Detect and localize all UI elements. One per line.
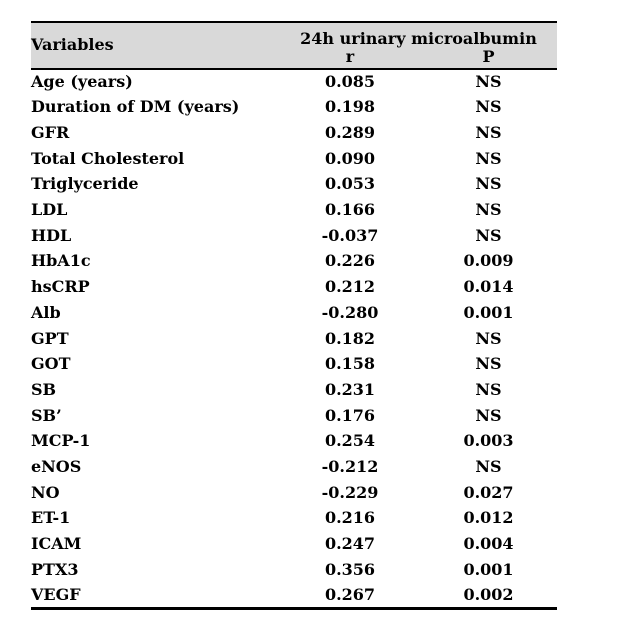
p-value-cell: NS [475, 405, 502, 425]
variable-cell: eNOS [31, 456, 82, 476]
p-value-cell: NS [475, 148, 502, 168]
r-value-cell: 0.090 [324, 148, 376, 168]
r-value-cell: 0.231 [324, 379, 376, 399]
r-value-cell: 0.053 [324, 174, 376, 194]
table-row: MCP-1 0.254 0.003 [31, 429, 557, 455]
table-row: HbA1c 0.226 0.009 [31, 249, 557, 275]
table-row: Duration of DM (years) 0.198 NS [31, 95, 557, 121]
r-value-cell: 0.166 [324, 200, 376, 220]
variable-cell: GPT [31, 328, 69, 348]
header-row-sub: r P [31, 47, 557, 69]
r-value-cell: 0.176 [324, 405, 376, 425]
col-header-group: 24h urinary microalbumin [280, 22, 557, 48]
table-row: VEGF 0.267 0.002 [31, 583, 557, 609]
r-value-cell: 0.182 [324, 328, 376, 348]
p-value-cell: 0.027 [463, 482, 514, 502]
r-value-cell: 0.216 [324, 508, 376, 528]
r-value-cell: -0.037 [321, 225, 379, 245]
table-row: GOT 0.158 NS [31, 352, 557, 378]
p-value-cell: 0.009 [463, 251, 514, 271]
variable-cell: HbA1c [31, 251, 91, 271]
p-value-cell: NS [475, 354, 502, 374]
p-value-cell: 0.001 [463, 302, 514, 322]
p-value-cell: 0.012 [463, 508, 514, 528]
r-value-cell: 0.289 [324, 123, 376, 143]
variable-cell: SB’ [31, 405, 62, 425]
r-value-cell: -0.229 [321, 482, 379, 502]
table-row: hsCRP 0.212 0.014 [31, 275, 557, 301]
table-row: ET-1 0.216 0.012 [31, 506, 557, 532]
p-value-cell: 0.014 [463, 277, 514, 297]
variable-cell: Age (years) [31, 72, 133, 92]
variable-cell: LDL [31, 200, 68, 220]
table-row: Total Cholesterol 0.090 NS [31, 146, 557, 172]
r-value-cell: 0.226 [324, 251, 376, 271]
p-value-cell: 0.001 [463, 559, 514, 579]
variable-cell: Total Cholesterol [31, 148, 185, 168]
table-body: Age (years) 0.085 NS Duration of DM (years)… [31, 69, 557, 608]
p-value-cell: NS [475, 456, 502, 476]
variable-cell: HDL [31, 225, 72, 245]
table-row: HDL -0.037 NS [31, 223, 557, 249]
correlation-table: Variables 24h urinary microalbumin r P A… [31, 21, 557, 610]
p-value-cell: NS [475, 225, 502, 245]
col-header-r: r [280, 47, 420, 69]
r-value-cell: 0.085 [324, 72, 376, 92]
variable-cell: PTX3 [31, 559, 79, 579]
table-row: GFR 0.289 NS [31, 120, 557, 146]
table-row: NO -0.229 0.027 [31, 480, 557, 506]
r-value-cell: -0.280 [321, 302, 379, 322]
r-value-cell: -0.212 [321, 456, 379, 476]
variable-cell: SB [31, 379, 57, 399]
p-value-cell: 0.002 [463, 584, 514, 604]
variable-cell: Alb [31, 302, 61, 322]
p-value-cell: NS [475, 123, 502, 143]
variable-cell: NO [31, 482, 60, 502]
table-row: ICAM 0.247 0.004 [31, 531, 557, 557]
table-header: Variables 24h urinary microalbumin r P [31, 22, 557, 69]
variable-cell: GOT [31, 354, 71, 374]
variable-cell: MCP-1 [31, 431, 91, 451]
variable-cell: GFR [31, 123, 70, 143]
header-row-group: Variables 24h urinary microalbumin [31, 22, 557, 69]
p-value-cell: NS [475, 328, 502, 348]
col-header-variables: Variables [31, 22, 280, 69]
variable-cell: Triglyceride [31, 174, 139, 194]
table-row: Alb -0.280 0.001 [31, 300, 557, 326]
p-value-cell: 0.004 [463, 534, 514, 554]
table-row: Triglyceride 0.053 NS [31, 172, 557, 198]
variable-cell: Duration of DM (years) [31, 97, 240, 117]
variable-cell: hsCRP [31, 277, 90, 297]
r-value-cell: 0.254 [324, 431, 376, 451]
p-value-cell: NS [475, 200, 502, 220]
col-header-p: P [420, 47, 557, 69]
table-row: eNOS -0.212 NS [31, 454, 557, 480]
p-value-cell: NS [475, 72, 502, 92]
table-row: GPT 0.182 NS [31, 326, 557, 352]
p-value-cell: NS [475, 174, 502, 194]
table-row: LDL 0.166 NS [31, 197, 557, 223]
variable-cell: ICAM [31, 534, 82, 554]
r-value-cell: 0.267 [324, 584, 376, 604]
p-value-cell: NS [475, 97, 502, 117]
table-row: PTX3 0.356 0.001 [31, 557, 557, 583]
r-value-cell: 0.158 [324, 354, 376, 374]
p-value-cell: NS [475, 379, 502, 399]
r-value-cell: 0.356 [324, 559, 376, 579]
table-row: SB’ 0.176 NS [31, 403, 557, 429]
table-row: SB 0.231 NS [31, 377, 557, 403]
variable-cell: VEGF [31, 584, 81, 604]
variable-cell: ET-1 [31, 508, 71, 528]
r-value-cell: 0.198 [324, 97, 376, 117]
r-value-cell: 0.247 [324, 534, 376, 554]
table-row: Age (years) 0.085 NS [31, 69, 557, 95]
r-value-cell: 0.212 [324, 277, 376, 297]
p-value-cell: 0.003 [463, 431, 514, 451]
